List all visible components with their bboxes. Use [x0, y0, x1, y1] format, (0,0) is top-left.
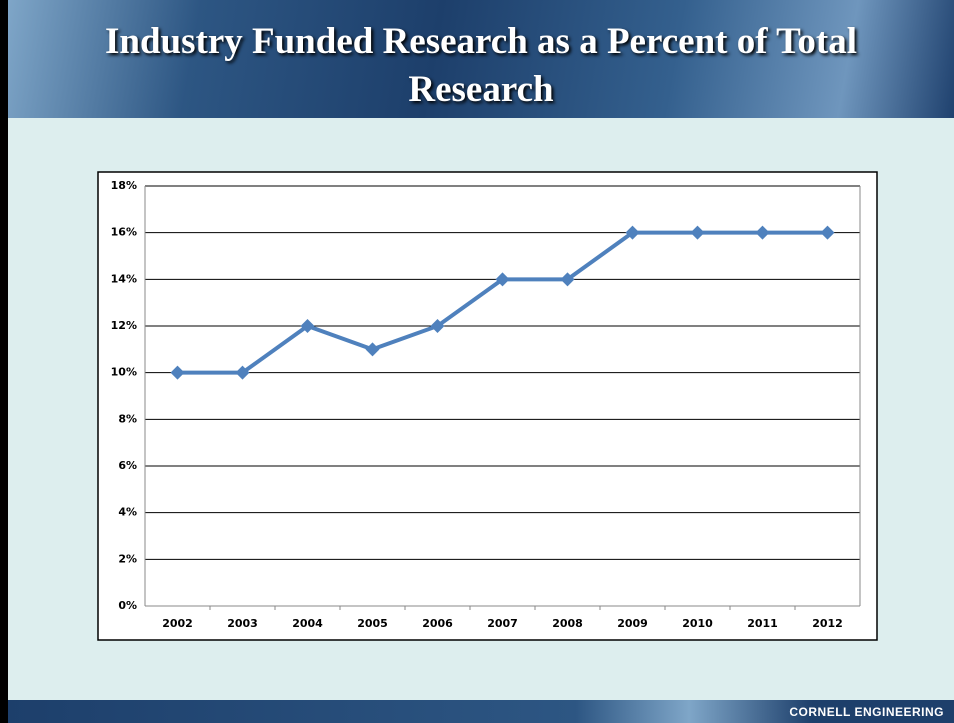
data-point [560, 272, 575, 287]
data-point [755, 225, 770, 240]
x-tick-label: 2004 [292, 617, 323, 630]
x-tick-label: 2006 [422, 617, 453, 630]
data-point [820, 225, 835, 240]
chart: 0% 2% 4% 6% 8% 10% 12% 14% 16% 18% 2002 2003 2004 200… [97, 171, 878, 641]
y-tick-label: 16% [111, 226, 137, 239]
x-tick-label: 2011 [747, 617, 778, 630]
x-tick-label: 2007 [487, 617, 518, 630]
slide-title: Industry Funded Research as a Percent of… [104, 21, 858, 110]
data-point [495, 272, 510, 287]
data-point [690, 225, 705, 240]
x-tick-label: 2012 [812, 617, 843, 630]
data-point [300, 319, 315, 333]
x-tick-label: 2009 [617, 617, 648, 630]
footer-band: CORNELL ENGINEERING [8, 700, 954, 723]
y-tick-label: 2% [118, 552, 137, 565]
data-point [430, 319, 445, 333]
y-tick-label: 8% [118, 412, 137, 425]
chart-frame [97, 171, 878, 641]
x-tick-label: 2003 [227, 617, 258, 630]
y-tick-label: 4% [118, 506, 137, 519]
y-tick-label: 18% [111, 179, 137, 192]
y-tick-label: 6% [118, 459, 137, 472]
data-point [625, 225, 640, 240]
x-tick-label: 2002 [162, 617, 193, 630]
y-tick-label: 12% [111, 319, 137, 332]
header-band: Industry Funded Research as a Percent of… [8, 0, 954, 118]
x-tick-label: 2005 [357, 617, 388, 630]
data-point [170, 365, 185, 380]
y-tick-label: 10% [111, 366, 137, 379]
x-tick-label: 2008 [552, 617, 583, 630]
x-tick-label: 2010 [682, 617, 713, 630]
footer-brand: CORNELL ENGINEERING [789, 705, 944, 719]
y-tick-label: 14% [111, 272, 137, 285]
y-tick-label: 0% [118, 599, 137, 612]
data-point [365, 342, 380, 357]
data-point [235, 365, 250, 380]
